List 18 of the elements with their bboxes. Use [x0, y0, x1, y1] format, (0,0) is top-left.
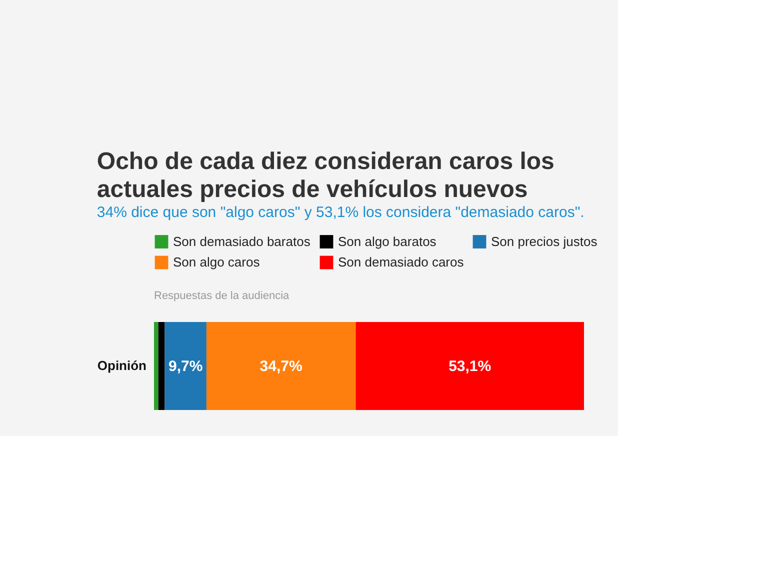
data-label: 34,7%: [260, 358, 302, 375]
data-label: 9,7%: [168, 358, 203, 375]
text: Ocho de cada diez consideran caros los: [96, 148, 554, 175]
legend-label: Son algo baratos: [338, 234, 437, 249]
legend-label: Son demasiado caros: [338, 254, 464, 270]
bar: [206, 322, 356, 410]
bar: [164, 322, 206, 410]
text: actuales precios de vehículos nuevos: [96, 176, 528, 203]
data-label: 53,1%: [448, 358, 492, 375]
legend-label: Son demasiado baratos: [173, 234, 311, 249]
y-tick-label: Opinión: [97, 358, 147, 373]
bar: [356, 322, 584, 410]
text: Respuestas de la audiencia: [154, 290, 290, 302]
legend-label: Son algo caros: [173, 254, 260, 270]
bar: [154, 322, 158, 410]
chart-subtitle: 34% dice que son "algo caros" y 53,1% los considera "demasiado caros".: [96, 204, 584, 221]
bar: [158, 322, 165, 410]
legend-label: Son precios justos: [491, 234, 598, 249]
